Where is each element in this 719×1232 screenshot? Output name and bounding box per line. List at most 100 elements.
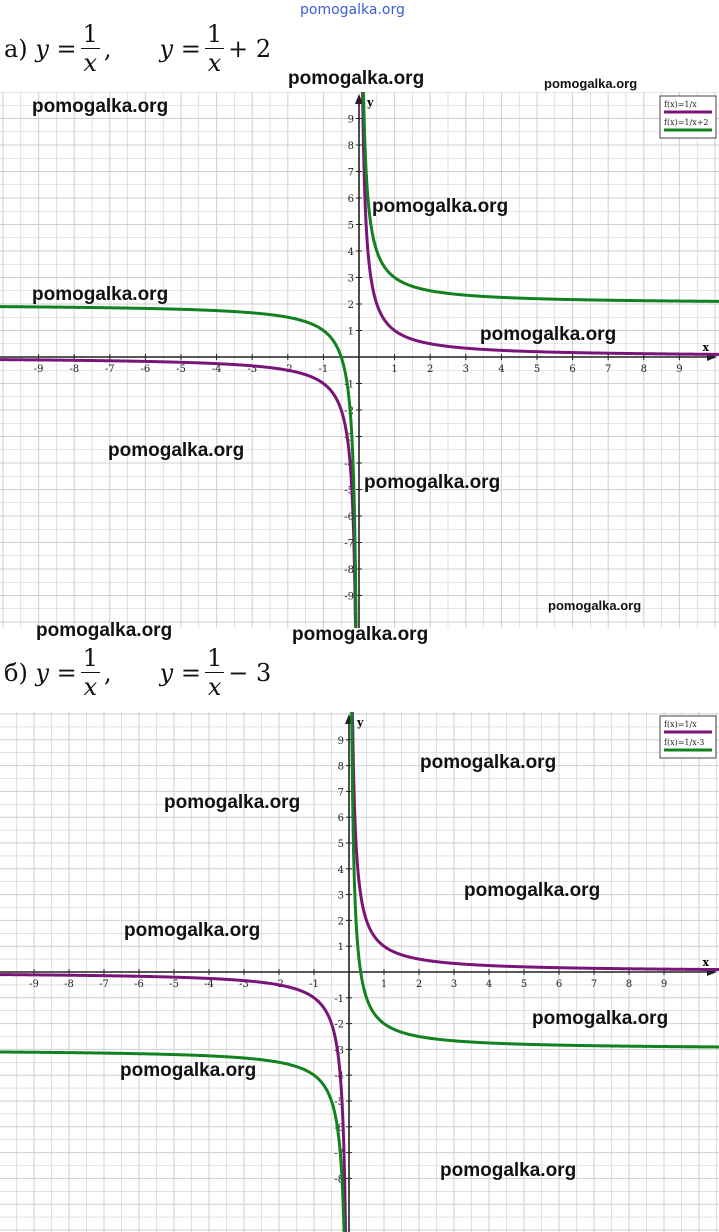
legend: f(x)=1/x f(x)=1/x-3 xyxy=(659,715,717,759)
x-tick-label: 4 xyxy=(498,364,504,375)
formula-a1-lhs: y = xyxy=(35,34,77,63)
watermark-text: pomogalka.org xyxy=(288,68,425,89)
y-tick-label: -5 xyxy=(334,1097,344,1108)
site-header-link[interactable]: pomogalka.org xyxy=(300,2,405,18)
y-tick-label: 6 xyxy=(348,194,354,205)
fraction-bar xyxy=(80,672,101,673)
y-tick-label: -8 xyxy=(344,565,354,576)
x-tick-label: 6 xyxy=(556,979,562,990)
y-tick-label: 4 xyxy=(348,247,354,258)
formula-b1-fraction: 1 x xyxy=(80,644,101,701)
x-tick-label: -8 xyxy=(69,364,79,375)
y-tick-label: -9 xyxy=(344,592,354,603)
y-tick-label: 1 xyxy=(338,942,344,953)
problem-label-a: а) xyxy=(4,34,28,63)
formula-a2-lhs: y = xyxy=(159,34,201,63)
series-line-1-x-2 xyxy=(0,92,719,628)
y-axis-label: y xyxy=(366,96,374,109)
x-tick-label: 8 xyxy=(626,979,632,990)
y-tick-label: 2 xyxy=(338,916,344,927)
watermark-text: pomogalka.org xyxy=(36,620,173,641)
y-tick-label: 9 xyxy=(338,736,344,747)
x-tick-label: 9 xyxy=(661,979,667,990)
y-tick-label: 8 xyxy=(348,141,354,152)
y-tick-label: -6 xyxy=(334,1123,344,1134)
fraction-bar xyxy=(204,672,225,673)
y-tick-label: 7 xyxy=(338,787,344,798)
watermark-text: pomogalka.org xyxy=(364,472,501,493)
legend: f(x)=1/x f(x)=1/x+2 xyxy=(659,95,717,139)
formula-b2-denominator: x xyxy=(207,673,222,701)
watermark-text: pomogalka.org xyxy=(532,1008,669,1029)
formula-b1-denominator: x xyxy=(83,673,98,701)
formula-a2-denominator: x xyxy=(207,49,222,77)
x-tick-label: -3 xyxy=(239,979,249,990)
x-tick-label: -9 xyxy=(34,364,44,375)
watermark-text: pomogalka.org xyxy=(480,324,617,345)
x-tick-label: 3 xyxy=(451,979,457,990)
x-tick-label: 2 xyxy=(427,364,433,375)
legend-entry-label: f(x)=1/x+2 xyxy=(664,118,709,127)
formula-a2-tail: + 2 xyxy=(228,34,272,63)
y-tick-label: 9 xyxy=(348,115,354,126)
y-axis-arrow xyxy=(355,94,363,104)
watermark-text: pomogalka.org xyxy=(440,1160,577,1181)
x-tick-label: 1 xyxy=(391,364,397,375)
y-tick-label: 6 xyxy=(338,813,344,824)
x-tick-label: 2 xyxy=(416,979,422,990)
formula-a2-fraction: 1 x xyxy=(204,20,225,77)
x-axis-label: x xyxy=(702,341,709,354)
formula-b2-tail: − 3 xyxy=(228,658,272,687)
x-tick-label: 7 xyxy=(605,364,611,375)
formula-b2-fraction: 1 x xyxy=(204,646,225,701)
series-line-1-x xyxy=(0,92,719,628)
y-tick-label: -3 xyxy=(344,433,354,444)
x-tick-label: -1 xyxy=(319,364,329,375)
watermark-text: pomogalka.org xyxy=(164,792,301,813)
y-tick-label: -7 xyxy=(344,539,354,550)
y-tick-label: 8 xyxy=(338,762,344,773)
formula-a1-numerator: 1 xyxy=(82,20,98,48)
x-tick-label: 5 xyxy=(521,979,527,990)
y-tick-label: 5 xyxy=(348,221,354,232)
x-tick-label: -4 xyxy=(204,979,214,990)
formula-a1-fraction: 1 x xyxy=(80,20,100,77)
x-axis-label: x xyxy=(702,956,709,969)
x-tick-label: 3 xyxy=(463,364,469,375)
y-tick-label: -6 xyxy=(344,512,354,523)
watermark-text: pomogalka.org xyxy=(124,920,261,941)
x-tick-label: -8 xyxy=(64,979,74,990)
x-tick-label: -4 xyxy=(212,364,222,375)
x-tick-label: 5 xyxy=(534,364,540,375)
watermark-text: pomogalka.org xyxy=(108,440,245,461)
formula-row-b: б) y = 1 x , y = 1 x − 3 xyxy=(4,646,271,699)
x-tick-label: 9 xyxy=(676,364,682,375)
formula-b2-lhs: y = xyxy=(159,658,201,687)
series-line-1-x-3 xyxy=(0,712,719,1232)
y-tick-label: -2 xyxy=(334,1020,344,1031)
x-tick-label: -6 xyxy=(134,979,144,990)
y-tick-label: 3 xyxy=(338,891,344,902)
x-tick-label: -5 xyxy=(176,364,186,375)
formula-b1-lhs: y = xyxy=(35,658,77,687)
x-tick-label: 7 xyxy=(591,979,597,990)
formula-a2-numerator: 1 xyxy=(206,20,223,48)
formula-b1-numerator: 1 xyxy=(82,644,99,672)
y-tick-label: 3 xyxy=(348,274,354,285)
watermark-text: pomogalka.org xyxy=(120,1060,257,1081)
watermark-text: pomogalka.org xyxy=(32,284,169,305)
watermark-text: pomogalka.org xyxy=(544,76,638,91)
x-tick-label: -9 xyxy=(29,979,39,990)
watermark-text: pomogalka.org xyxy=(372,196,509,217)
y-tick-label: -8 xyxy=(334,1174,344,1185)
watermark-text: pomogalka.org xyxy=(32,96,169,117)
formula-a1-denominator: x xyxy=(83,49,98,77)
x-tick-label: 8 xyxy=(641,364,647,375)
watermark-text: pomogalka.org xyxy=(464,880,601,901)
chart-a: xy-9 -8 -7 -6 -5 -4 -3 -2 -1 1 2 3 4 5 6 7 8 9-9-8-7-6-5-… xyxy=(0,92,719,628)
chart-b: xy-9 -8 -7 -6 -5 -4 -3 -2 -1 1 2 3 4 5 6 7 8 9-8-7-6-5-4-… xyxy=(0,712,719,1232)
x-tick-label: -5 xyxy=(169,979,179,990)
x-tick-label: -1 xyxy=(309,979,319,990)
y-tick-label: 1 xyxy=(348,327,354,338)
x-tick-label: 6 xyxy=(569,364,575,375)
